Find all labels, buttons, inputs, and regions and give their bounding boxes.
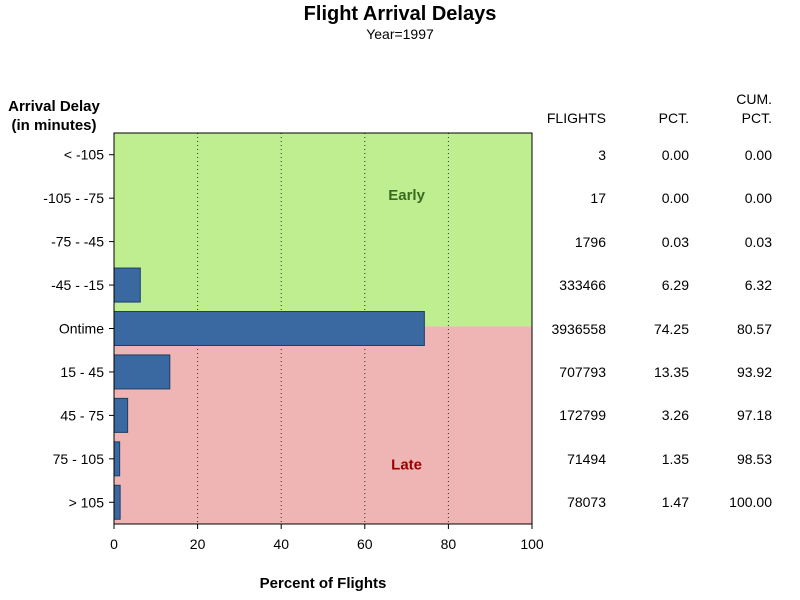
column-header-line: FLIGHTS	[546, 110, 606, 126]
y-tick-label: -45 - -15	[51, 277, 104, 293]
flights-cell: 707793	[559, 363, 606, 380]
x-tick-label: 40	[273, 536, 289, 552]
bar-6	[113, 354, 171, 390]
x-tick-label: 100	[520, 536, 544, 552]
flights-cell: 78073	[567, 494, 606, 511]
chart-title: Flight Arrival Delays	[303, 3, 497, 25]
pct-cell: 6.29	[661, 277, 689, 294]
pct-column-header: PCT.	[599, 109, 689, 128]
pct-cell: 1.47	[661, 494, 689, 511]
y-axis-label: Arrival Delay (in minutes)	[0, 97, 108, 135]
bar-7	[113, 397, 129, 433]
flights-cell: 1796	[574, 233, 606, 250]
cum-pct-cell: 0.00	[744, 146, 772, 163]
cum-pct-cell: 100.00	[729, 494, 772, 511]
y-tick-label: -105 - -75	[43, 190, 104, 206]
chart-subtitle: Year=1997	[366, 26, 434, 42]
y-tick-label: > 105	[69, 494, 105, 510]
pct-cell: 3.26	[661, 407, 689, 424]
bar-8	[113, 441, 121, 477]
pct-cell: 0.00	[661, 146, 689, 163]
bar-5	[113, 311, 425, 346]
pct-cell: 13.35	[653, 363, 689, 380]
column-header-line: CUM.	[736, 91, 772, 107]
cum-pct-cell: 80.57	[736, 320, 772, 337]
x-tick-label: 0	[110, 536, 118, 552]
column-header-line: PCT.	[658, 110, 689, 126]
bar-4	[113, 267, 141, 303]
y-axis-label-line-1: Arrival Delay	[8, 98, 100, 115]
flights-column-header: FLIGHTS	[516, 109, 606, 128]
x-tick-label: 80	[441, 536, 457, 552]
column-header-line: PCT.	[741, 110, 772, 126]
cum-pct-cell: 93.92	[736, 363, 772, 380]
x-tick-label: 60	[357, 536, 373, 552]
cum-pct-cell: 6.32	[744, 277, 772, 294]
x-tick-label: 20	[190, 536, 206, 552]
cum-pct-cell: 98.53	[736, 450, 772, 467]
flights-cell: 3936558	[551, 320, 606, 337]
flights-cell: 3	[598, 146, 606, 163]
y-tick-label: 45 - 75	[60, 407, 104, 423]
cum-pct-column-header: CUM. PCT.	[682, 90, 772, 128]
flights-cell: 71494	[567, 450, 606, 467]
y-tick-label: -75 - -45	[51, 234, 104, 250]
pct-cell: 1.35	[661, 450, 689, 467]
y-tick-label: Ontime	[59, 321, 104, 337]
y-tick-label: < -105	[64, 147, 104, 163]
cum-pct-cell: 0.03	[744, 233, 772, 250]
early-region	[114, 133, 532, 327]
pct-cell: 0.03	[661, 233, 689, 250]
early-region-label: Early	[388, 187, 425, 204]
flights-cell: 333466	[559, 277, 606, 294]
cum-pct-cell: 97.18	[736, 407, 772, 424]
late-region	[114, 326, 532, 524]
cum-pct-cell: 0.00	[744, 190, 772, 207]
bar-9	[113, 484, 121, 520]
x-axis-label: Percent of Flights	[259, 575, 387, 592]
pct-cell: 0.00	[661, 190, 689, 207]
flights-cell: 172799	[559, 407, 606, 424]
late-region-label: Late	[391, 457, 422, 474]
y-tick-label: 75 - 105	[53, 451, 105, 467]
y-tick-label: 15 - 45	[60, 364, 104, 380]
flights-cell: 17	[590, 190, 606, 207]
pct-cell: 74.25	[653, 320, 689, 337]
y-axis-label-line-2: (in minutes)	[11, 117, 97, 134]
